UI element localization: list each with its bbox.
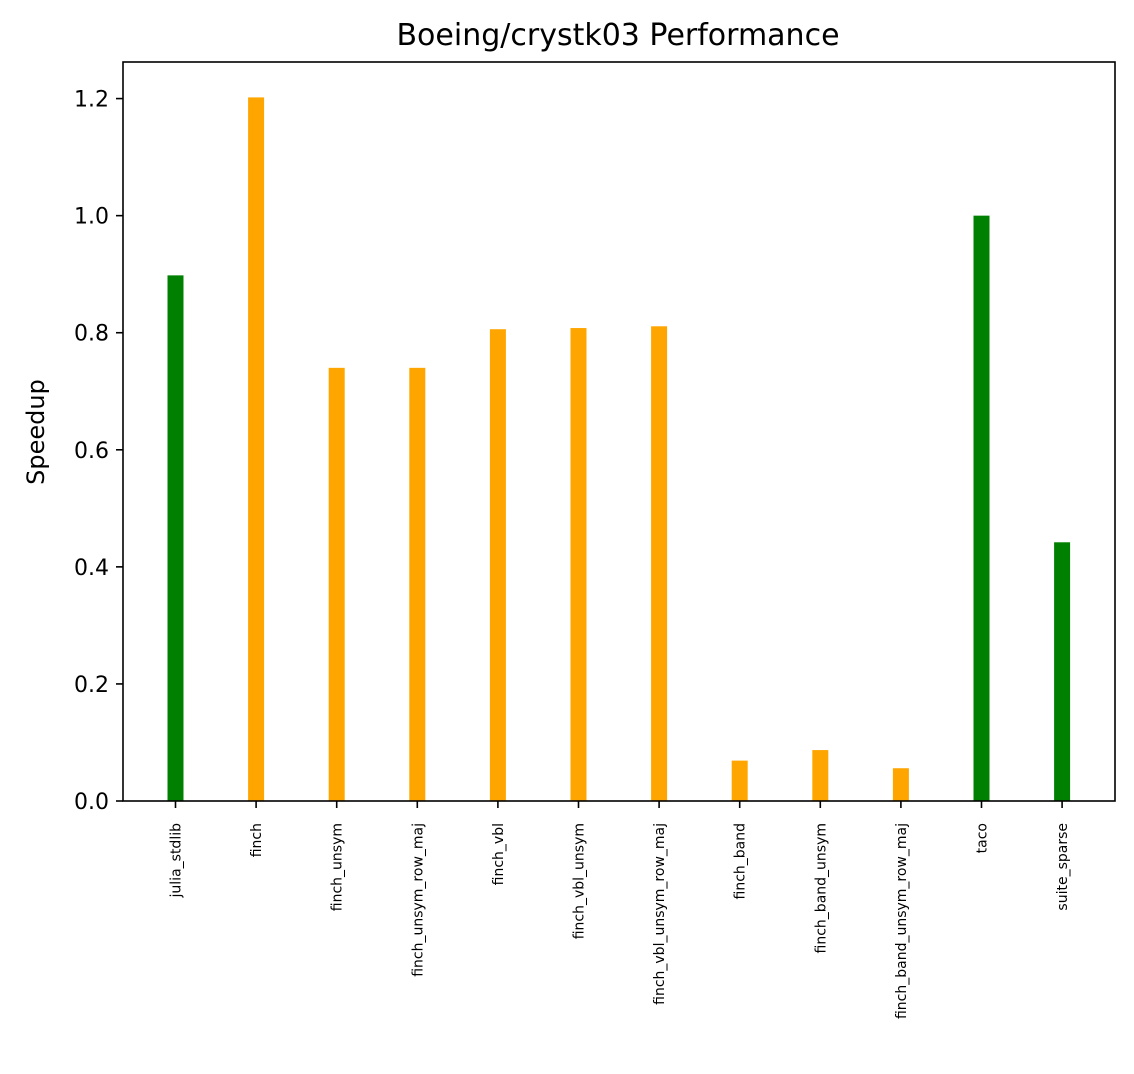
x-tick-label: finch — [249, 823, 265, 857]
x-tick-label: finch_unsym_row_maj — [410, 823, 426, 977]
bar-finch-band-unsym — [812, 750, 829, 801]
x-ticks-group: julia_stdlib finch finch_unsym finch_unsym_… — [169, 801, 1071, 1019]
x-tick-label: finch_band_unsym — [813, 823, 829, 953]
chart-title: Boeing/crystk03 Performance — [396, 18, 839, 53]
x-tick-label: taco — [975, 823, 991, 853]
bar-suite-sparse — [1054, 542, 1071, 801]
x-tick-label: finch_band_unsym_row_maj — [894, 823, 910, 1019]
bar-finch-unsym — [328, 367, 345, 801]
y-tick-label: 1.0 — [74, 205, 109, 230]
x-tick-label: finch_vbl_unsym_row_maj — [652, 823, 668, 1005]
bar-finch-vbl — [489, 329, 506, 801]
plot-frame — [122, 61, 1116, 802]
bar-finch-vbl-unsym — [570, 328, 587, 801]
y-tick-label: 0.4 — [74, 556, 109, 581]
y-tick-label: 0.0 — [74, 790, 109, 815]
bar-finch-band — [731, 760, 748, 801]
x-tick-label: suite_sparse — [1055, 823, 1071, 911]
x-tick-label: finch_vbl_unsym — [572, 823, 588, 939]
bar-finch-band-unsym-row-maj — [892, 768, 909, 801]
x-tick-label: finch_vbl — [491, 823, 507, 885]
bar-finch — [248, 97, 265, 801]
bars-group — [167, 97, 1071, 801]
y-ticks-group: 0.0 0.2 0.4 0.6 0.8 1.0 1.2 — [74, 88, 123, 815]
y-tick-label: 1.2 — [74, 88, 109, 113]
bar-finch-vbl-unsym-row-maj — [651, 326, 668, 801]
y-tick-label: 0.8 — [74, 322, 109, 347]
bar-finch-unsym-row-maj — [409, 367, 426, 801]
y-tick-label: 0.2 — [74, 673, 109, 698]
bar-julia-stdlib — [167, 275, 184, 801]
y-axis-label: Speedup — [22, 379, 50, 485]
y-tick-label: 0.6 — [74, 439, 109, 464]
x-tick-label: finch_unsym — [330, 823, 346, 911]
x-tick-label: finch_band — [733, 823, 749, 900]
bar-taco — [973, 215, 990, 801]
x-tick-label: julia_stdlib — [169, 823, 185, 899]
